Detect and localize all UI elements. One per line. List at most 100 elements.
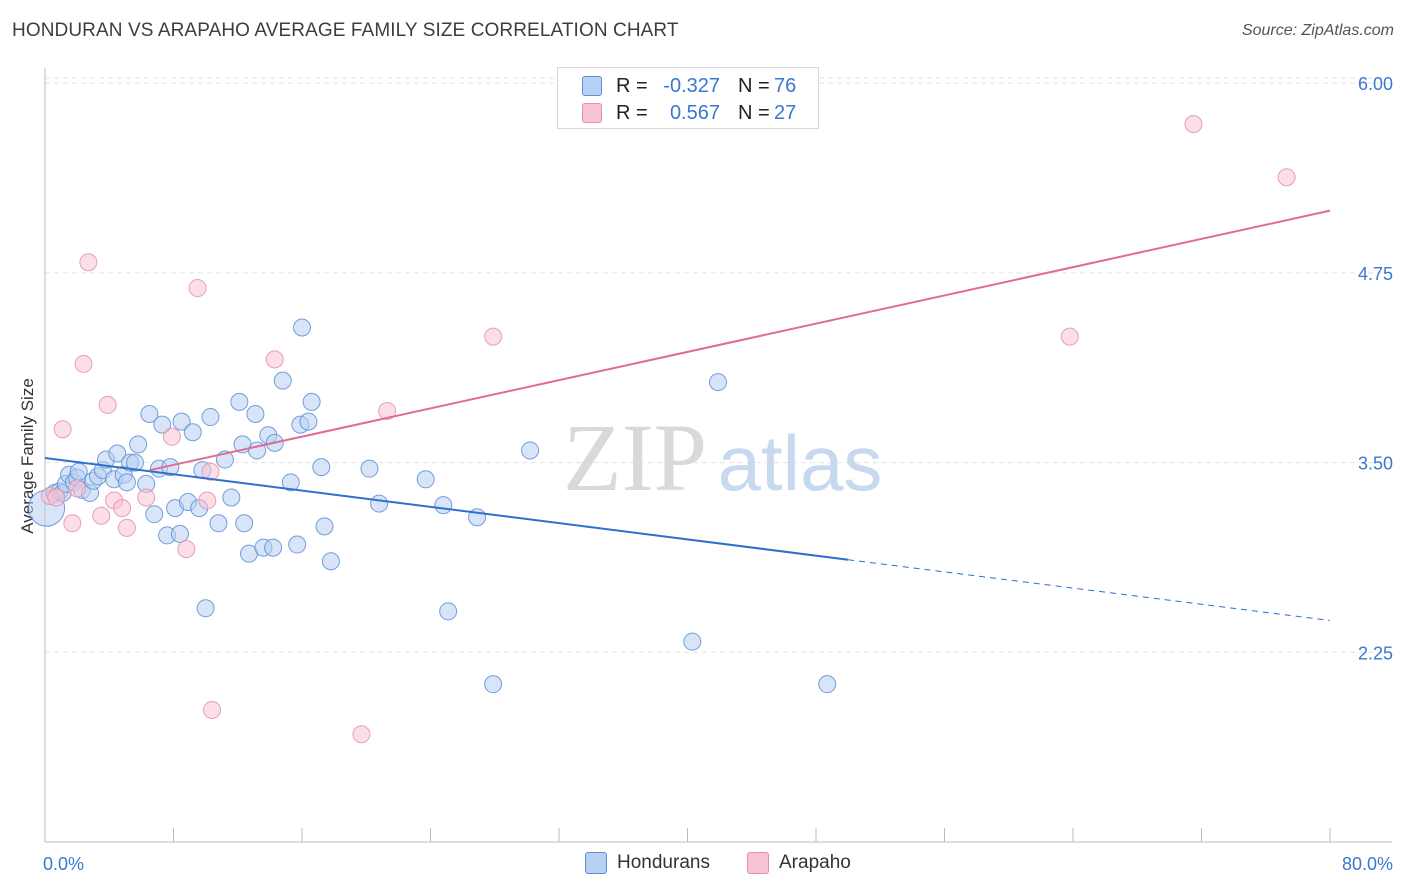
arapaho-point [53, 420, 72, 439]
honduran-point [281, 473, 300, 492]
data-points [28, 115, 1296, 744]
r-value: 0.567 [669, 101, 720, 124]
honduran-point [222, 488, 241, 507]
arapaho-point [92, 506, 111, 525]
watermark-atlas: atlas [718, 419, 883, 507]
honduran-point [818, 675, 837, 694]
r-label: R = [616, 101, 648, 124]
honduran-point [153, 415, 172, 434]
arapaho-point [1184, 115, 1203, 134]
axes [44, 68, 1392, 843]
n-label: N = [738, 101, 770, 124]
honduran-point [172, 412, 191, 431]
honduran-point [125, 453, 144, 472]
trend-lines [44, 209, 1331, 621]
arapaho-point [198, 491, 217, 510]
bottom-legend-arapaho[interactable]: Arapaho [747, 852, 851, 874]
arapaho-point [113, 499, 132, 518]
y-tick-label: 3.50 [1358, 454, 1393, 474]
honduran-point [439, 602, 458, 621]
gridlines [45, 77, 1392, 653]
r-value: -0.327 [663, 74, 720, 97]
honduran-point [170, 524, 189, 543]
arapaho-point [352, 725, 371, 744]
arapaho-point [137, 488, 156, 507]
arapaho-point [63, 514, 82, 533]
n-value: 27 [774, 101, 797, 124]
honduran-point [196, 599, 215, 618]
arapaho-point [74, 354, 93, 373]
honduran-point [117, 473, 136, 492]
arapaho-point [79, 253, 98, 272]
arapaho-point [484, 327, 503, 346]
honduran-point [273, 371, 292, 390]
arapaho-legend-label: Arapaho [779, 852, 851, 873]
arapaho-point [1277, 168, 1296, 187]
legend-row-arapaho: R = 0.567 N = 27 [582, 99, 796, 127]
honduran-point [264, 538, 283, 557]
legend-row-hondurans: R = -0.327 N = 76 [582, 72, 796, 100]
honduran-point [235, 514, 254, 533]
honduran-point [129, 435, 148, 454]
source-label: Source: ZipAtlas.com [1241, 22, 1394, 39]
honduran-point [108, 444, 127, 463]
y-tick-label: 6.00 [1358, 74, 1393, 94]
honduran-point [321, 552, 340, 571]
honduran-point [434, 496, 453, 515]
honduran-point [370, 494, 389, 513]
arapaho-trend-line [149, 209, 1331, 472]
honduran-point [246, 405, 265, 424]
honduran-trend-line [44, 457, 849, 561]
honduran-point [140, 405, 159, 424]
chart-title: HONDURAN VS ARAPAHO AVERAGE FAMILY SIZE … [12, 20, 679, 41]
honduran-point [709, 373, 728, 392]
honduran-point [416, 470, 435, 489]
arapaho-point [378, 401, 397, 420]
y-tick-label: 4.75 [1358, 264, 1393, 284]
arapaho-point [188, 279, 207, 298]
honduran-point [360, 459, 379, 478]
hondurans-legend-swatch [585, 852, 607, 874]
arapaho-point [68, 479, 87, 498]
arapaho-point [117, 518, 136, 537]
honduran-point [288, 535, 307, 554]
watermark: ZIP atlas [563, 404, 882, 511]
honduran-trend-extension [848, 559, 1331, 621]
tick-labels: 2.25 3.50 4.75 6.00 0.0% 80.0% [43, 74, 1393, 874]
honduran-point [145, 505, 164, 524]
arapaho-point [203, 700, 222, 719]
arapaho-point [47, 488, 66, 507]
honduran-point [230, 392, 249, 411]
x-tick-label-end: 80.0% [1342, 854, 1393, 874]
arapaho-swatch [582, 103, 602, 123]
honduran-point [183, 423, 202, 442]
n-label: N = [738, 74, 770, 97]
honduran-point [201, 408, 220, 427]
hondurans-legend-label: Hondurans [617, 852, 710, 873]
honduran-point [293, 318, 311, 337]
honduran-point [302, 392, 321, 411]
honduran-point [484, 675, 503, 694]
x-tick-label-start: 0.0% [43, 854, 84, 874]
arapaho-point [201, 462, 220, 481]
arapaho-point [98, 395, 117, 414]
honduran-point [683, 632, 702, 651]
r-label: R = [616, 74, 648, 97]
hondurans-swatch [582, 76, 602, 96]
y-tick-label: 2.25 [1358, 643, 1393, 663]
n-value: 76 [774, 74, 797, 97]
bottom-legend-hondurans[interactable]: Hondurans [585, 852, 710, 874]
arapaho-point [1060, 327, 1079, 346]
honduran-point [521, 441, 540, 460]
honduran-point [312, 458, 331, 477]
honduran-point [315, 517, 334, 536]
stats-legend: R = -0.327 N = 76 R = 0.567 N = 27 [557, 67, 819, 129]
arapaho-point [177, 540, 196, 559]
honduran-point [69, 462, 88, 481]
honduran-point [299, 412, 318, 431]
honduran-point [209, 514, 228, 533]
watermark-zip: ZIP [563, 404, 707, 511]
arapaho-legend-swatch [747, 852, 769, 874]
arapaho-point [162, 427, 181, 446]
